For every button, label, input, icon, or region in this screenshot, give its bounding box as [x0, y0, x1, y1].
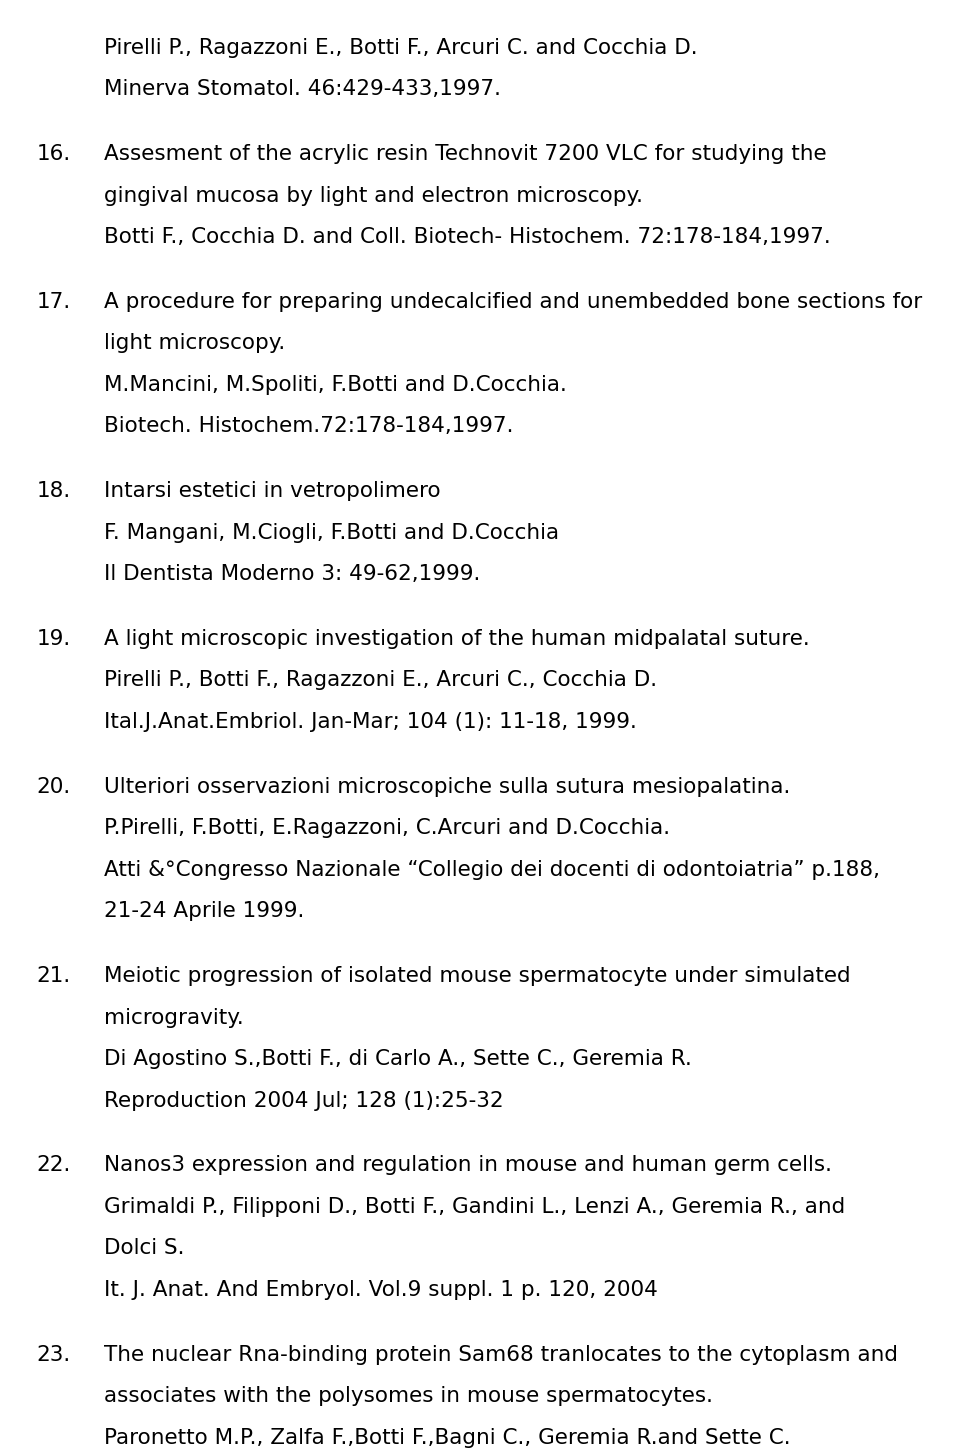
- Text: 21-24 Aprile 1999.: 21-24 Aprile 1999.: [104, 901, 304, 922]
- Text: Minerva Stomatol. 46:429-433,1997.: Minerva Stomatol. 46:429-433,1997.: [104, 79, 501, 99]
- Text: P.Pirelli, F.Botti, E.Ragazzoni, C.Arcuri and D.Cocchia.: P.Pirelli, F.Botti, E.Ragazzoni, C.Arcur…: [104, 818, 670, 839]
- Text: 18.: 18.: [36, 480, 71, 501]
- Text: Pirelli P., Ragazzoni E., Botti F., Arcuri C. and Cocchia D.: Pirelli P., Ragazzoni E., Botti F., Arcu…: [104, 38, 697, 58]
- Text: Il Dentista Moderno 3: 49-62,1999.: Il Dentista Moderno 3: 49-62,1999.: [104, 563, 480, 584]
- Text: Intarsi estetici in vetropolimero: Intarsi estetici in vetropolimero: [104, 480, 441, 501]
- Text: 22.: 22.: [36, 1155, 71, 1175]
- Text: Biotech. Histochem.72:178-184,1997.: Biotech. Histochem.72:178-184,1997.: [104, 416, 514, 437]
- Text: 23.: 23.: [36, 1344, 71, 1364]
- Text: A light microscopic investigation of the human midpalatal suture.: A light microscopic investigation of the…: [104, 629, 809, 649]
- Text: Meiotic progression of isolated mouse spermatocyte under simulated: Meiotic progression of isolated mouse sp…: [104, 965, 851, 986]
- Text: It. J. Anat. And Embryol. Vol.9 suppl. 1 p. 120, 2004: It. J. Anat. And Embryol. Vol.9 suppl. 1…: [104, 1280, 658, 1300]
- Text: Atti &°Congresso Nazionale “Collegio dei docenti di odontoiatria” p.188,: Atti &°Congresso Nazionale “Collegio dei…: [104, 859, 879, 879]
- Text: Pirelli P., Botti F., Ragazzoni E., Arcuri C., Cocchia D.: Pirelli P., Botti F., Ragazzoni E., Arcu…: [104, 670, 657, 690]
- Text: M.Mancini, M.Spoliti, F.Botti and D.Cocchia.: M.Mancini, M.Spoliti, F.Botti and D.Cocc…: [104, 374, 566, 395]
- Text: Botti F., Cocchia D. and Coll. Biotech- Histochem. 72:178-184,1997.: Botti F., Cocchia D. and Coll. Biotech- …: [104, 227, 830, 248]
- Text: 21.: 21.: [36, 965, 71, 986]
- Text: gingival mucosa by light and electron microscopy.: gingival mucosa by light and electron mi…: [104, 185, 642, 205]
- Text: 16.: 16.: [36, 144, 71, 165]
- Text: Dolci S.: Dolci S.: [104, 1238, 184, 1258]
- Text: Reproduction 2004 Jul; 128 (1):25-32: Reproduction 2004 Jul; 128 (1):25-32: [104, 1091, 503, 1111]
- Text: Ulteriori osservazioni microscopiche sulla sutura mesiopalatina.: Ulteriori osservazioni microscopiche sul…: [104, 776, 790, 796]
- Text: microgravity.: microgravity.: [104, 1008, 244, 1028]
- Text: F. Mangani, M.Ciogli, F.Botti and D.Cocchia: F. Mangani, M.Ciogli, F.Botti and D.Cocc…: [104, 523, 559, 543]
- Text: 17.: 17.: [36, 291, 71, 312]
- Text: Grimaldi P., Filipponi D., Botti F., Gandini L., Lenzi A., Geremia R., and: Grimaldi P., Filipponi D., Botti F., Gan…: [104, 1197, 845, 1217]
- Text: light microscopy.: light microscopy.: [104, 333, 285, 354]
- Text: 19.: 19.: [36, 629, 71, 649]
- Text: 20.: 20.: [36, 776, 71, 796]
- Text: Assesment of the acrylic resin Technovit 7200 VLC for studying the: Assesment of the acrylic resin Technovit…: [104, 144, 827, 165]
- Text: The nuclear Rna-binding protein Sam68 tranlocates to the cytoplasm and: The nuclear Rna-binding protein Sam68 tr…: [104, 1344, 898, 1364]
- Text: Di Agostino S.,Botti F., di Carlo A., Sette C., Geremia R.: Di Agostino S.,Botti F., di Carlo A., Se…: [104, 1048, 691, 1069]
- Text: Ital.J.Anat.Embriol. Jan-Mar; 104 (1): 11-18, 1999.: Ital.J.Anat.Embriol. Jan-Mar; 104 (1): 1…: [104, 712, 636, 732]
- Text: associates with the polysomes in mouse spermatocytes.: associates with the polysomes in mouse s…: [104, 1386, 712, 1406]
- Text: A procedure for preparing undecalcified and unembedded bone sections for: A procedure for preparing undecalcified …: [104, 291, 922, 312]
- Text: Paronetto M.P., Zalfa F.,Botti F.,Bagni C., Geremia R.and Sette C.: Paronetto M.P., Zalfa F.,Botti F.,Bagni …: [104, 1427, 790, 1447]
- Text: Nanos3 expression and regulation in mouse and human germ cells.: Nanos3 expression and regulation in mous…: [104, 1155, 831, 1175]
